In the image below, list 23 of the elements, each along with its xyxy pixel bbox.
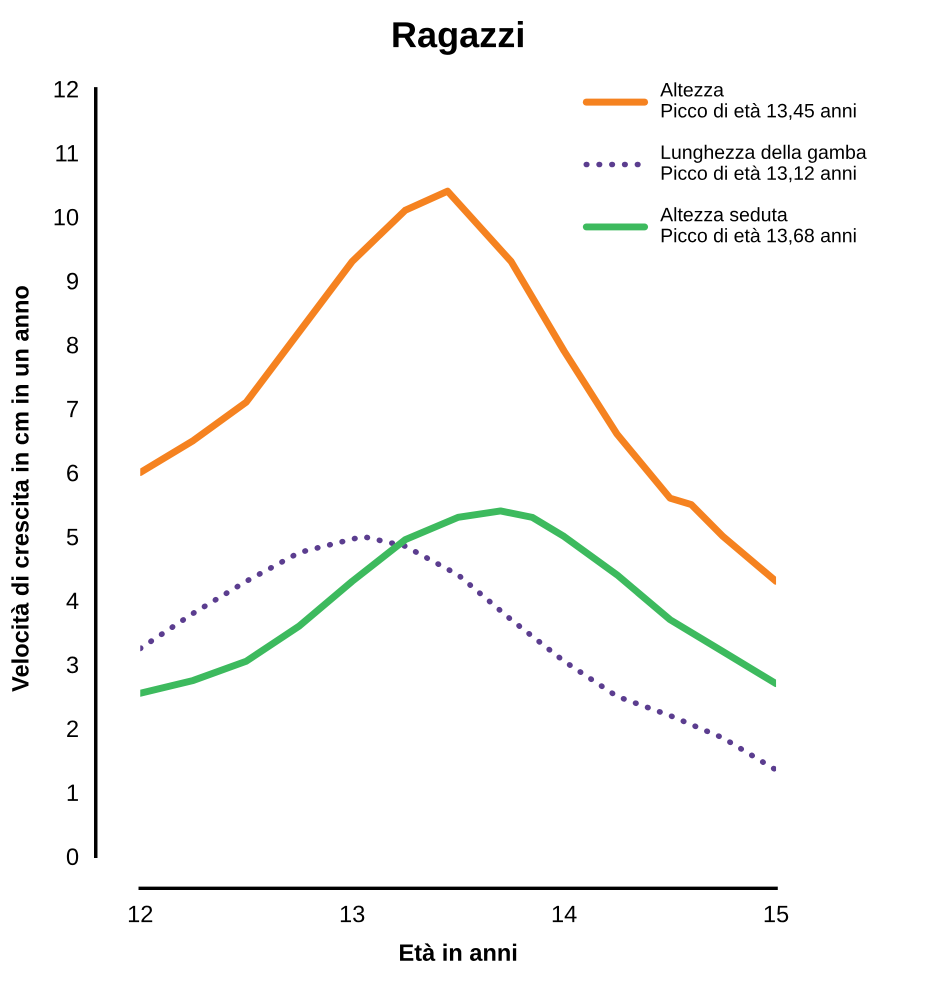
y-tick-label: 4 bbox=[66, 592, 78, 610]
chart-title: Ragazzi bbox=[393, 20, 523, 55]
legend-label: Altezza Picco di età 13,45 anni bbox=[660, 82, 856, 120]
y-axis-title: Velocità di crescita in cm in un anno bbox=[11, 286, 29, 692]
legend-label: Lunghezza della gamba Picco di età 13,12 anni bbox=[662, 144, 867, 182]
x-tick-label: 14 bbox=[552, 906, 577, 922]
x-tick-label: 15 bbox=[764, 906, 788, 922]
y-tick-label: 2 bbox=[67, 720, 78, 737]
y-tick-label: 3 bbox=[66, 656, 78, 674]
y-tick-label: 7 bbox=[67, 400, 78, 418]
y-tick-label: 5 bbox=[66, 528, 78, 546]
x-axis-title: Età in anni bbox=[400, 943, 516, 961]
y-tick-label: 9 bbox=[67, 272, 78, 290]
y-tick-label: 0 bbox=[66, 848, 78, 866]
x-tick-label: 12 bbox=[128, 906, 152, 922]
x-tick-label: 13 bbox=[340, 906, 364, 922]
y-tick-label: 8 bbox=[66, 336, 78, 354]
y-tick-label: 12 bbox=[54, 80, 78, 98]
y-tick-label: 11 bbox=[56, 145, 78, 162]
y-tick-label: 1 bbox=[68, 784, 78, 801]
legend-label: Altezza seduta Picco di età 13,68 anni bbox=[660, 207, 856, 245]
y-tick-label: 6 bbox=[67, 464, 78, 482]
y-tick-label: 10 bbox=[54, 208, 78, 226]
